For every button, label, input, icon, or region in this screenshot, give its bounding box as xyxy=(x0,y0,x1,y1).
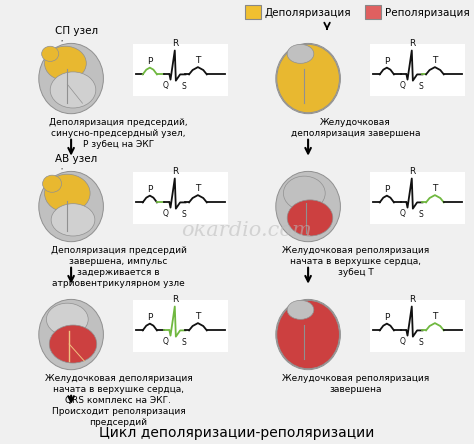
Text: T: T xyxy=(432,56,438,65)
Text: R: R xyxy=(172,295,178,305)
Bar xyxy=(370,44,465,96)
Text: R: R xyxy=(409,40,415,48)
Text: Цикл деполяризации-реполяризации: Цикл деполяризации-реполяризации xyxy=(100,426,374,440)
Text: okardio.com: okardio.com xyxy=(181,222,312,240)
Bar xyxy=(133,172,228,224)
Ellipse shape xyxy=(49,325,97,363)
Text: Q: Q xyxy=(163,337,168,345)
Ellipse shape xyxy=(39,299,103,370)
Ellipse shape xyxy=(50,72,96,108)
Text: Реполяризация: Реполяризация xyxy=(385,8,470,17)
Text: АВ узел: АВ узел xyxy=(55,155,97,169)
Bar xyxy=(365,5,381,19)
Ellipse shape xyxy=(277,44,339,113)
Text: P: P xyxy=(147,313,153,321)
Text: Q: Q xyxy=(400,209,405,218)
Ellipse shape xyxy=(283,176,325,210)
Text: T: T xyxy=(432,312,438,321)
Ellipse shape xyxy=(276,171,340,242)
Text: T: T xyxy=(195,184,201,193)
Bar xyxy=(245,5,261,19)
Ellipse shape xyxy=(287,44,314,63)
Text: Желудочковая
деполяризация завершена: Желудочковая деполяризация завершена xyxy=(291,118,420,138)
Ellipse shape xyxy=(46,303,88,336)
Ellipse shape xyxy=(51,204,95,236)
Text: S: S xyxy=(418,82,423,91)
Text: S: S xyxy=(418,337,423,347)
Text: R: R xyxy=(409,167,415,176)
Text: P: P xyxy=(147,185,153,194)
Text: R: R xyxy=(409,295,415,305)
Text: Q: Q xyxy=(400,81,405,90)
Text: P: P xyxy=(147,57,153,66)
Text: P: P xyxy=(384,57,390,66)
Ellipse shape xyxy=(45,174,90,212)
Text: S: S xyxy=(181,337,186,347)
Text: Q: Q xyxy=(163,81,168,90)
Ellipse shape xyxy=(42,46,59,61)
Ellipse shape xyxy=(276,299,340,370)
Ellipse shape xyxy=(45,46,86,80)
Text: T: T xyxy=(195,56,201,65)
Text: T: T xyxy=(432,184,438,193)
Text: S: S xyxy=(181,210,186,218)
Bar xyxy=(370,300,465,352)
Text: R: R xyxy=(172,167,178,176)
Bar xyxy=(370,172,465,224)
Bar xyxy=(133,300,228,352)
Text: Q: Q xyxy=(163,209,168,218)
Ellipse shape xyxy=(277,300,339,369)
Text: S: S xyxy=(418,210,423,218)
Text: Деполяризация предсердий,
синусно-предсердный узел,
Р зубец на ЭКГ: Деполяризация предсердий, синусно-предсе… xyxy=(49,118,188,149)
Text: Деполяризация предсердий
завершена, импульс
задерживается в
атриовентрикулярном : Деполяризация предсердий завершена, импу… xyxy=(51,246,186,288)
Text: Желудочковая реполяризация
завершена: Желудочковая реполяризация завершена xyxy=(282,373,429,394)
Text: Деполяризация: Деполяризация xyxy=(265,8,352,17)
Text: СП узел: СП узел xyxy=(55,27,98,41)
Text: P: P xyxy=(384,185,390,194)
Text: T: T xyxy=(195,312,201,321)
Ellipse shape xyxy=(287,200,333,236)
Text: P: P xyxy=(384,313,390,321)
Ellipse shape xyxy=(287,300,314,319)
Text: Желудочковая деполяризация
начата в верхушке сердца,
QRS комплекс на ЭКГ.
Происх: Желудочковая деполяризация начата в верх… xyxy=(45,373,192,427)
Text: R: R xyxy=(172,40,178,48)
Text: Желудочковая реполяризация
начата в верхушке сердца,
зубец Т: Желудочковая реполяризация начата в верх… xyxy=(282,246,429,277)
Text: S: S xyxy=(181,82,186,91)
Ellipse shape xyxy=(43,175,62,192)
Ellipse shape xyxy=(276,44,340,114)
Ellipse shape xyxy=(39,44,103,114)
Ellipse shape xyxy=(39,171,103,242)
Text: Q: Q xyxy=(400,337,405,345)
Bar xyxy=(133,44,228,96)
